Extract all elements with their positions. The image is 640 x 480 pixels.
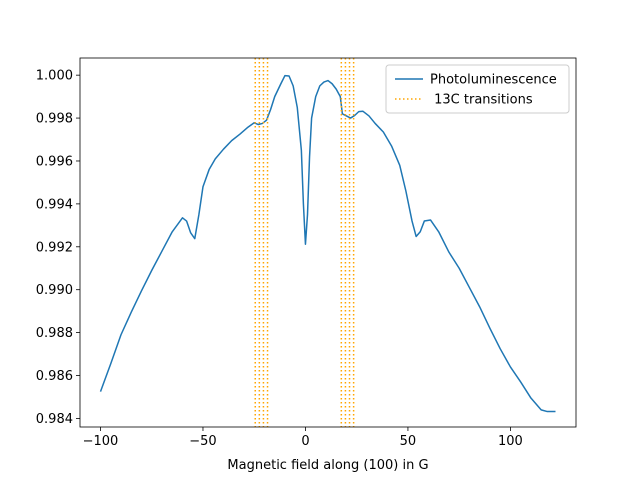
x-axis-label: Magnetic field along (100) in G bbox=[227, 458, 428, 473]
y-tick-label: 0.986 bbox=[36, 369, 73, 384]
y-tick-label: 0.992 bbox=[36, 240, 73, 255]
axes: −100 −50 0 50 100 0.984 0.986 0.988 0.990 0.992 0.… bbox=[36, 57, 577, 449]
x-tick-label: −50 bbox=[189, 434, 216, 449]
photoluminescence-line bbox=[99, 74, 556, 413]
x-tick-label: 0 bbox=[301, 434, 309, 449]
x-tick-label: −100 bbox=[83, 434, 119, 449]
y-tick-label: 0.984 bbox=[36, 412, 73, 427]
legend-label: 13C transitions bbox=[430, 93, 533, 108]
y-tick-label: 0.990 bbox=[36, 283, 73, 298]
legend: Photoluminescence 13C transitions bbox=[385, 64, 570, 114]
y-tick-label: 0.998 bbox=[36, 112, 73, 127]
y-tick-label: 0.988 bbox=[36, 326, 73, 341]
plot-area bbox=[99, 58, 556, 427]
axes-frame bbox=[79, 57, 577, 428]
x-tick-label: 50 bbox=[400, 434, 417, 449]
y-tick-label: 0.996 bbox=[36, 154, 73, 169]
y-tick-label: 1.000 bbox=[36, 69, 73, 84]
x-tick-label: 100 bbox=[498, 434, 523, 449]
y-tick-label: 0.994 bbox=[36, 197, 73, 212]
legend-box bbox=[385, 64, 570, 114]
legend-label: Photoluminescence bbox=[430, 73, 557, 88]
